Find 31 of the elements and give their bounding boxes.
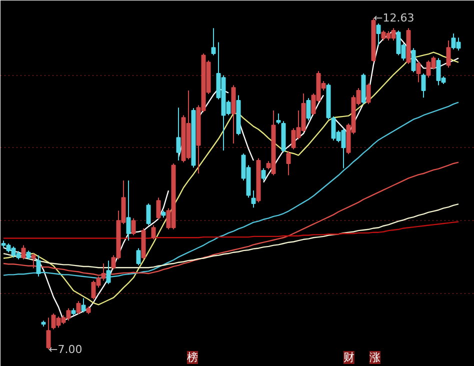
candlestick bbox=[261, 168, 266, 182]
candlestick bbox=[276, 112, 281, 125]
candlestick bbox=[31, 253, 36, 269]
annotation: 榜 bbox=[186, 351, 198, 364]
candlestick bbox=[306, 98, 311, 122]
candlestick bbox=[46, 317, 51, 350]
candlestick bbox=[176, 107, 181, 162]
candlestick bbox=[411, 48, 416, 73]
candlestick bbox=[131, 218, 136, 236]
candlestick bbox=[76, 300, 81, 315]
candlestick bbox=[251, 190, 256, 208]
candlestick bbox=[81, 298, 86, 313]
candlestick bbox=[126, 180, 131, 242]
candlestick bbox=[416, 60, 421, 83]
candlestick bbox=[136, 248, 141, 266]
annotation: ←12.63 bbox=[374, 12, 414, 25]
candlestick bbox=[211, 28, 216, 56]
candlestick bbox=[446, 40, 451, 68]
annotation: 涨 bbox=[369, 351, 380, 364]
candlestick bbox=[106, 260, 111, 285]
candlestick bbox=[366, 82, 371, 105]
annotation: 财 bbox=[343, 351, 354, 364]
annotation: ←7.00 bbox=[48, 342, 82, 356]
candlestick bbox=[286, 150, 291, 176]
candlestick bbox=[376, 22, 381, 46]
candlestick bbox=[146, 203, 151, 226]
candlestick bbox=[21, 244, 26, 260]
candlestick bbox=[421, 72, 426, 98]
candlestick bbox=[36, 254, 41, 277]
candlestick bbox=[156, 197, 161, 220]
candlestick bbox=[151, 224, 156, 240]
